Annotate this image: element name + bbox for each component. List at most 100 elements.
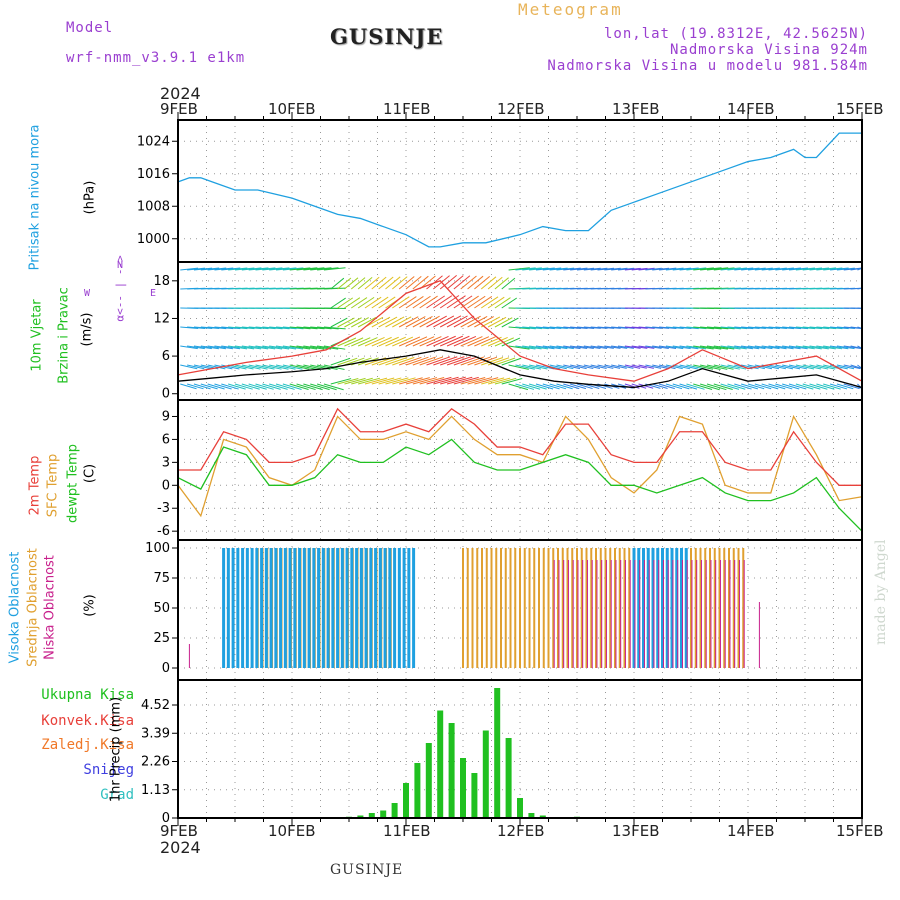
wind-barb (357, 277, 373, 290)
ytick-label-pressure: 1016 (137, 167, 170, 182)
wind-barb (802, 326, 823, 330)
wind-barb (481, 356, 504, 366)
wind-barb (576, 383, 593, 390)
wind-barb (570, 267, 588, 271)
wind-barb (768, 383, 786, 390)
cloud-high-bar (336, 548, 340, 668)
wind-barb (529, 345, 549, 350)
wind-barb (282, 267, 304, 271)
wind-barb (467, 336, 490, 347)
wind-barb (556, 345, 574, 350)
ytick-label-precip: 2.26 (141, 755, 170, 770)
cloud-low-bar (582, 560, 584, 668)
wind-barb (228, 383, 246, 390)
wind-barb (795, 267, 816, 271)
wind-barb (700, 326, 722, 330)
wind-barb (624, 345, 641, 349)
wind-barb (659, 326, 677, 329)
wind-barb (234, 267, 255, 271)
wind-barb (357, 377, 381, 385)
wind-barb (398, 316, 419, 328)
wind-barb (364, 276, 380, 290)
cloud-mid-bar (704, 548, 707, 668)
wind-barb (652, 345, 669, 349)
wind-barb (330, 297, 346, 309)
wind-barb (686, 345, 707, 350)
cloud-high-bar (402, 548, 406, 668)
cloud-mid-bar (609, 548, 612, 668)
wind-barb (453, 295, 473, 309)
wind-barb (187, 326, 206, 330)
legend-snow: Snijeg (83, 762, 134, 778)
wind-barb (248, 364, 268, 370)
wind-barb (392, 296, 410, 309)
wind-barb (364, 377, 388, 385)
legend-total-rain: Ukupna Kisa (41, 687, 134, 703)
cloud-mid-bar (585, 548, 588, 668)
wind-barb (754, 326, 773, 330)
precip-bar (437, 710, 444, 818)
wind-barb (351, 317, 369, 328)
model-label: Model (66, 20, 114, 36)
cloud-mid-bar (500, 548, 502, 668)
wind-barb (378, 276, 394, 290)
wind-barb (611, 364, 627, 369)
wind-barb (180, 267, 199, 271)
wind-barb (768, 326, 787, 330)
wind-barb (405, 377, 430, 385)
wind-barb (809, 267, 830, 271)
compass-w: W (84, 288, 91, 299)
wind-barb (631, 326, 648, 329)
wind-barb (659, 345, 677, 350)
wind-barb (330, 378, 352, 385)
wind-barb (474, 316, 494, 328)
wind-barb (419, 315, 440, 328)
wind-barb (371, 377, 395, 385)
wind-barb (816, 326, 837, 330)
wind-barb (228, 326, 248, 330)
wind-barb (542, 345, 561, 350)
wind-barb (378, 377, 402, 385)
cloud-high-bar (637, 548, 641, 668)
wind-barb (440, 356, 465, 366)
wind-barb (576, 326, 595, 329)
cloud-low-bar (705, 560, 707, 668)
wind-barb (720, 326, 741, 330)
date-top-0: 9FEB (160, 100, 198, 118)
wind-barb (460, 275, 477, 290)
wind-barb (350, 277, 366, 290)
cloud-low-bar (634, 560, 636, 668)
wind-barb (515, 364, 535, 370)
wind-barb (187, 267, 206, 271)
wind-barb (802, 267, 823, 271)
ytick-label-pressure: 1000 (137, 232, 170, 247)
wind-barb (378, 296, 396, 309)
wind-barb (672, 345, 691, 350)
wind-barb (344, 377, 366, 385)
wind-barb (782, 345, 801, 350)
cloud-mid-bar (561, 548, 564, 668)
wind-barb (672, 383, 690, 390)
wind-barb (816, 345, 836, 350)
wind-barb (193, 383, 211, 390)
compass-rose: α<-- | --> N W E (84, 255, 156, 328)
wind-barb (474, 275, 491, 290)
wind-barb (816, 364, 836, 370)
cloud-mid-bar (509, 548, 512, 668)
ytick-label-temp: -3 (157, 501, 170, 516)
wind-barb (412, 356, 436, 366)
wind-barb (556, 364, 574, 370)
cloud-mid-bar (566, 548, 569, 668)
precip-bar (448, 723, 455, 818)
wind-barb (788, 326, 809, 330)
cloud-low-bar (658, 560, 660, 668)
wind-barb (392, 276, 408, 290)
wind-barb (262, 383, 281, 390)
wind-barb (515, 345, 536, 350)
wind-barb (611, 326, 628, 329)
wind-barb (234, 326, 255, 330)
cloud-low-bar (738, 560, 740, 668)
wind-barb (549, 267, 568, 271)
wind-barb (597, 267, 615, 271)
wind-barb (570, 364, 587, 370)
